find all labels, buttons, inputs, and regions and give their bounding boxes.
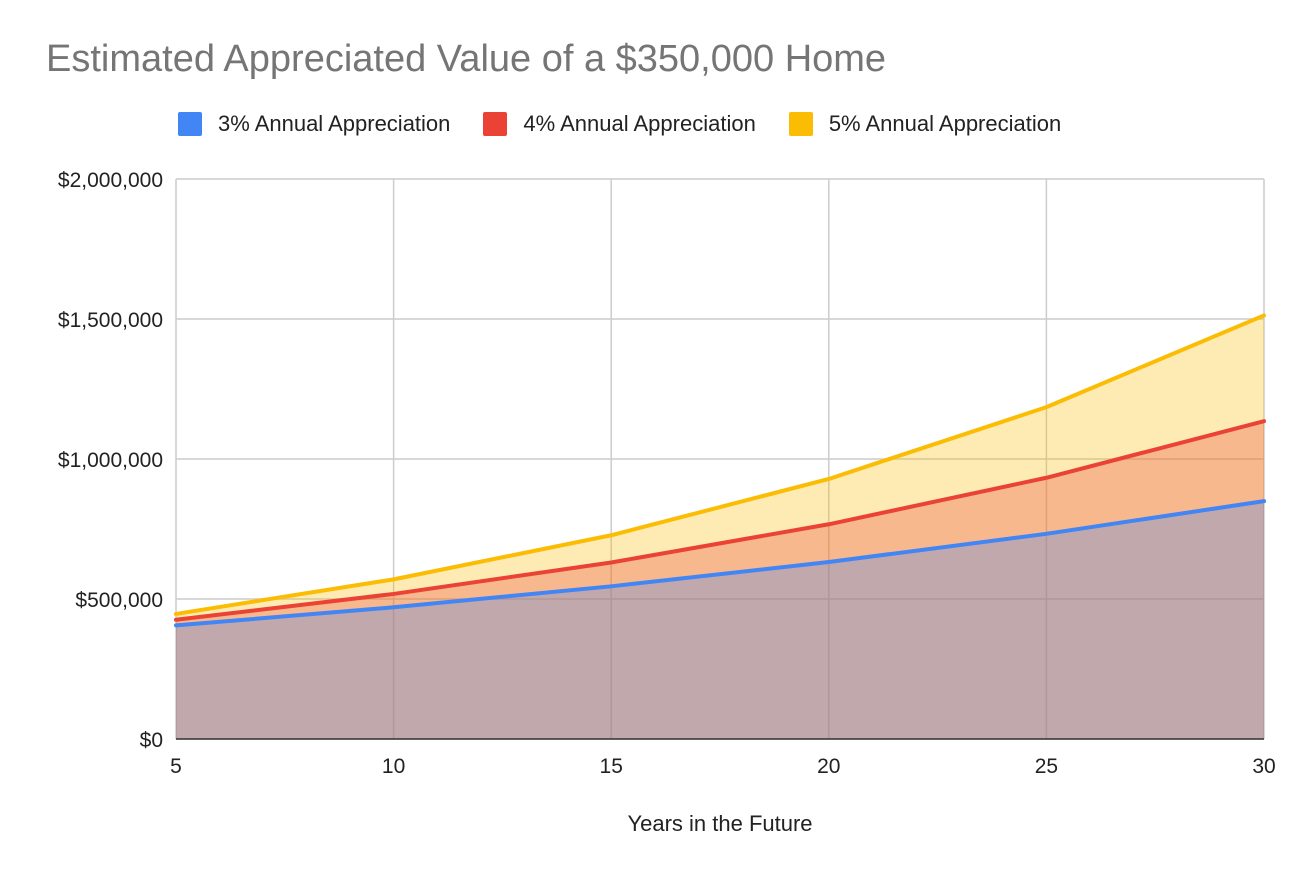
legend-item-5pct[interactable]: 5% Annual Appreciation bbox=[788, 111, 1062, 137]
series-areas bbox=[176, 315, 1264, 739]
y-tick-labels: $0 $500,000 $1,000,000 $1,500,000 $2,000,000 bbox=[58, 169, 163, 752]
y-tick-label: $0 bbox=[140, 729, 163, 752]
area-3pct bbox=[176, 501, 1264, 739]
y-tick-label: $1,000,000 bbox=[58, 449, 163, 472]
legend-swatch-4pct bbox=[483, 112, 508, 136]
x-tick-label: 20 bbox=[817, 755, 840, 778]
x-tick-label: 15 bbox=[600, 755, 623, 778]
x-tick-label: 5 bbox=[170, 755, 182, 778]
legend-label-3pct: 3% Annual Appreciation bbox=[218, 111, 451, 136]
x-tick-labels: 5 10 15 20 25 30 bbox=[170, 755, 1276, 778]
legend-swatch-3pct bbox=[178, 112, 202, 136]
chart-title: Estimated Appreciated Value of a $350,00… bbox=[46, 38, 887, 80]
legend-swatch-5pct bbox=[788, 112, 813, 136]
x-tick-label: 10 bbox=[382, 755, 405, 778]
legend-item-3pct[interactable]: 3% Annual Appreciation bbox=[178, 111, 450, 137]
x-axis-label: Years in the Future bbox=[627, 811, 813, 836]
series-lines bbox=[174, 313, 1266, 628]
x-tick-label: 25 bbox=[1035, 755, 1058, 778]
line-5pct bbox=[174, 313, 1266, 616]
legend: 3% Annual Appreciation 4% Annual Appreci… bbox=[178, 111, 1094, 137]
area-4pct bbox=[176, 421, 1264, 739]
y-tick-label: $2,000,000 bbox=[58, 169, 163, 192]
y-tick-label: $500,000 bbox=[75, 589, 163, 612]
x-tick-label: 30 bbox=[1252, 755, 1275, 778]
legend-item-4pct[interactable]: 4% Annual Appreciation bbox=[483, 111, 756, 137]
legend-label-4pct: 4% Annual Appreciation bbox=[523, 111, 756, 136]
y-tick-label: $1,500,000 bbox=[58, 309, 163, 332]
line-4pct bbox=[174, 419, 1266, 622]
area-5pct bbox=[176, 315, 1264, 739]
line-3pct bbox=[174, 499, 1266, 628]
legend-label-5pct: 5% Annual Appreciation bbox=[828, 111, 1062, 136]
